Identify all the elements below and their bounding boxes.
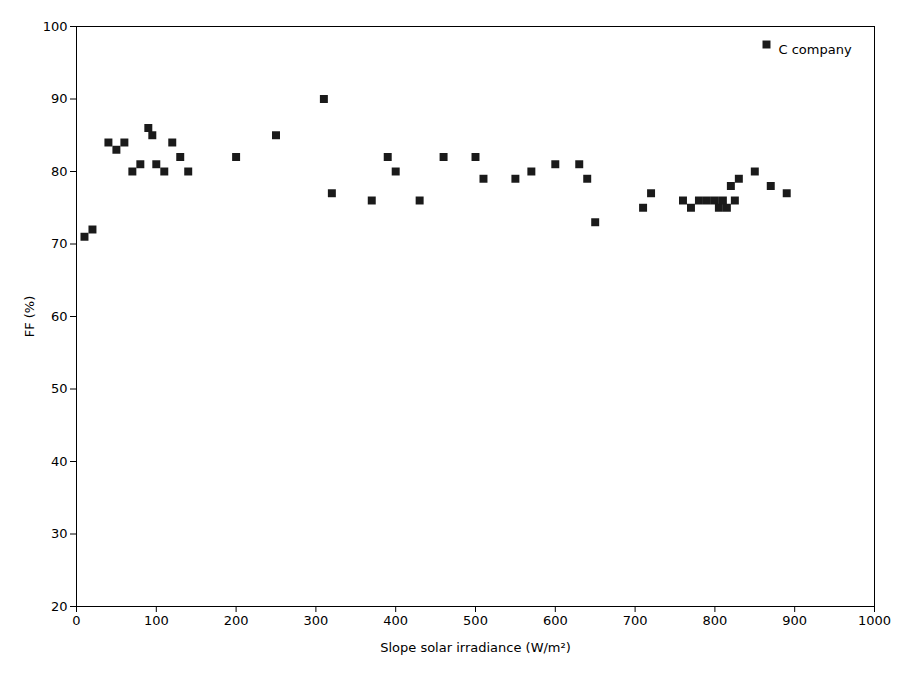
svg-text:300: 300 [303, 613, 328, 628]
svg-text:900: 900 [782, 613, 807, 628]
svg-text:FF (%): FF (%) [22, 296, 37, 338]
svg-text:40: 40 [51, 454, 68, 469]
svg-text:30: 30 [51, 526, 68, 541]
svg-text:500: 500 [463, 613, 488, 628]
svg-text:60: 60 [51, 309, 68, 324]
svg-text:600: 600 [543, 613, 568, 628]
svg-text:0: 0 [72, 613, 80, 628]
svg-text:20: 20 [51, 599, 68, 614]
svg-text:400: 400 [383, 613, 408, 628]
svg-text:70: 70 [51, 236, 68, 251]
svg-text:1000: 1000 [858, 613, 891, 628]
svg-text:100: 100 [43, 19, 68, 34]
svg-text:Slope solar irradiance (W/m²): Slope solar irradiance (W/m²) [380, 640, 571, 655]
svg-text:200: 200 [224, 613, 249, 628]
svg-text:90: 90 [51, 91, 68, 106]
svg-text:800: 800 [702, 613, 727, 628]
svg-text:700: 700 [623, 613, 648, 628]
svg-text:C company: C company [779, 42, 852, 57]
svg-text:80: 80 [51, 164, 68, 179]
svg-text:100: 100 [144, 613, 169, 628]
svg-text:50: 50 [51, 381, 68, 396]
